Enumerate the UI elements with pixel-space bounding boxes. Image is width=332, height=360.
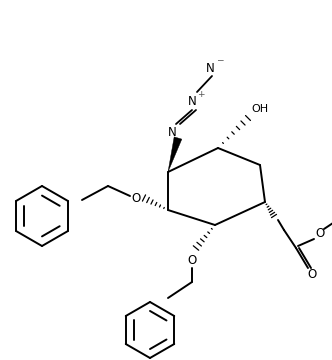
Text: N: N: [188, 95, 196, 108]
Polygon shape: [168, 137, 182, 172]
Text: N: N: [206, 62, 214, 75]
Text: +: +: [197, 90, 205, 99]
Text: O: O: [307, 269, 317, 282]
Text: N: N: [168, 126, 176, 139]
Text: −: −: [216, 55, 224, 64]
Text: O: O: [131, 192, 141, 204]
Text: O: O: [315, 226, 325, 239]
Text: O: O: [187, 253, 197, 266]
Text: OH: OH: [251, 104, 268, 114]
